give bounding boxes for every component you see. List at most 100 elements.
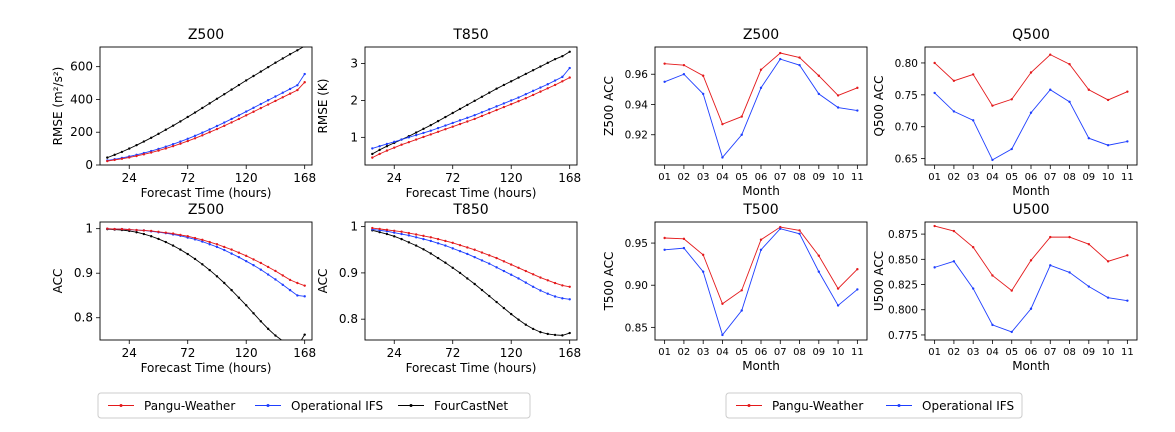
x-tick-label: 03 — [697, 347, 710, 358]
data-point-pangu — [836, 94, 840, 97]
data-point-ifs — [531, 285, 535, 288]
x-tick-label: 05 — [1005, 172, 1018, 183]
data-point-pangu — [274, 99, 277, 103]
data-point-pangu — [473, 248, 476, 251]
data-point-ifs — [779, 227, 782, 230]
data-point-ifs — [856, 288, 859, 291]
data-point-ifs — [230, 117, 233, 121]
data-point-ifs — [400, 138, 403, 141]
data-point-pangu — [193, 137, 197, 140]
data-point-pangu — [682, 237, 686, 241]
data-point-ifs — [296, 83, 299, 87]
data-point-pangu — [458, 243, 462, 247]
legend-label: Operational IFS — [291, 399, 383, 413]
x-tick-label: 11 — [851, 347, 864, 358]
data-point-pangu — [546, 87, 549, 90]
data-point-fcn — [266, 327, 270, 331]
legend-entry: Operational IFS — [255, 399, 383, 413]
data-point-pangu — [1068, 235, 1071, 239]
x-tick-label: 05 — [735, 172, 748, 183]
legend-swatch-marker — [897, 404, 901, 407]
y-tick-label: 0 — [85, 158, 93, 172]
x-axis-label: Month — [742, 184, 780, 198]
data-point-ifs — [281, 91, 284, 94]
data-point-pangu — [422, 234, 425, 238]
data-point-fcn — [444, 261, 447, 264]
x-tick-label: 24 — [387, 171, 402, 185]
data-point-ifs — [422, 131, 425, 135]
data-point-fcn — [495, 300, 498, 304]
data-point-pangu — [510, 263, 513, 266]
x-tick-label: 06 — [1025, 347, 1038, 358]
data-point-pangu — [215, 127, 219, 131]
x-tick-label: 72 — [445, 346, 460, 360]
data-point-pangu — [1068, 63, 1071, 66]
legend-label: FourCastNet — [434, 399, 508, 413]
data-point-pangu — [1049, 235, 1052, 239]
data-point-fcn — [223, 93, 226, 96]
data-point-pangu — [495, 108, 498, 112]
data-point-ifs — [495, 266, 498, 269]
data-point-ifs — [546, 292, 549, 295]
data-point-ifs — [663, 248, 666, 252]
data-point-fcn — [230, 288, 233, 292]
x-tick-label: 09 — [1082, 172, 1095, 183]
data-point-fcn — [539, 330, 542, 334]
data-point-fcn — [128, 147, 131, 150]
x-tick-label: 05 — [1005, 347, 1018, 358]
data-point-fcn — [186, 115, 189, 119]
y-axis-label: ACC — [316, 269, 330, 294]
data-point-fcn — [179, 248, 182, 251]
x-tick-label: 168 — [558, 346, 581, 360]
chart-panel-4: T850 24 72 120 168 0.8 0.9 1 Forecast Time (hour… — [316, 202, 581, 375]
data-point-ifs — [817, 270, 821, 273]
series-line-ifs — [107, 73, 306, 161]
x-axis-label: Month — [1012, 184, 1050, 198]
data-point-ifs — [553, 295, 557, 298]
data-point-pangu — [682, 63, 686, 67]
x-tick-label: 11 — [1121, 172, 1134, 183]
x-tick-label: 09 — [812, 347, 825, 358]
data-point-ifs — [502, 269, 506, 273]
data-point-ifs — [1106, 296, 1110, 299]
data-point-ifs — [288, 87, 292, 91]
series-line-fcn — [372, 51, 570, 155]
y-tick-label: 0.94 — [625, 99, 649, 111]
data-point-pangu — [171, 144, 175, 148]
data-point-pangu — [128, 228, 131, 231]
data-point-ifs — [701, 270, 705, 273]
data-point-pangu — [179, 233, 182, 237]
data-point-ifs — [385, 142, 389, 146]
data-point-ifs — [701, 92, 705, 96]
data-point-ifs — [414, 236, 418, 239]
data-point-pangu — [259, 106, 263, 110]
data-point-ifs — [1087, 137, 1091, 140]
data-point-ifs — [798, 232, 801, 235]
data-point-fcn — [531, 327, 535, 331]
chart-panel-1: Z500 24 72 120 168 0 200 400 600 Forecast Time (h… — [51, 27, 316, 200]
data-point-pangu — [407, 231, 411, 235]
data-point-ifs — [553, 79, 557, 82]
y-tick-label: 0.8 — [74, 311, 93, 325]
data-point-ifs — [524, 93, 528, 96]
data-point-fcn — [495, 87, 498, 90]
data-point-ifs — [721, 156, 724, 159]
data-point-ifs — [458, 119, 462, 122]
x-tick-label: 03 — [967, 347, 980, 358]
plot-frame — [924, 46, 1138, 166]
data-point-fcn — [281, 57, 284, 60]
x-axis-label: Month — [1012, 359, 1050, 373]
y-tick-label: 0.875 — [888, 229, 918, 241]
y-axis-label: Z500 ACC — [602, 76, 616, 136]
x-tick-label: 10 — [1102, 172, 1115, 183]
series-line-pangu — [934, 225, 1128, 292]
x-tick-label: 03 — [697, 172, 710, 183]
data-point-ifs — [274, 278, 277, 281]
x-tick-label: 120 — [235, 171, 258, 185]
data-point-ifs — [444, 244, 447, 247]
data-point-pangu — [759, 238, 763, 241]
data-point-ifs — [561, 75, 564, 79]
data-point-ifs — [502, 102, 506, 105]
data-point-ifs — [303, 72, 306, 76]
x-axis-label: Forecast Time (hours) — [141, 361, 272, 375]
